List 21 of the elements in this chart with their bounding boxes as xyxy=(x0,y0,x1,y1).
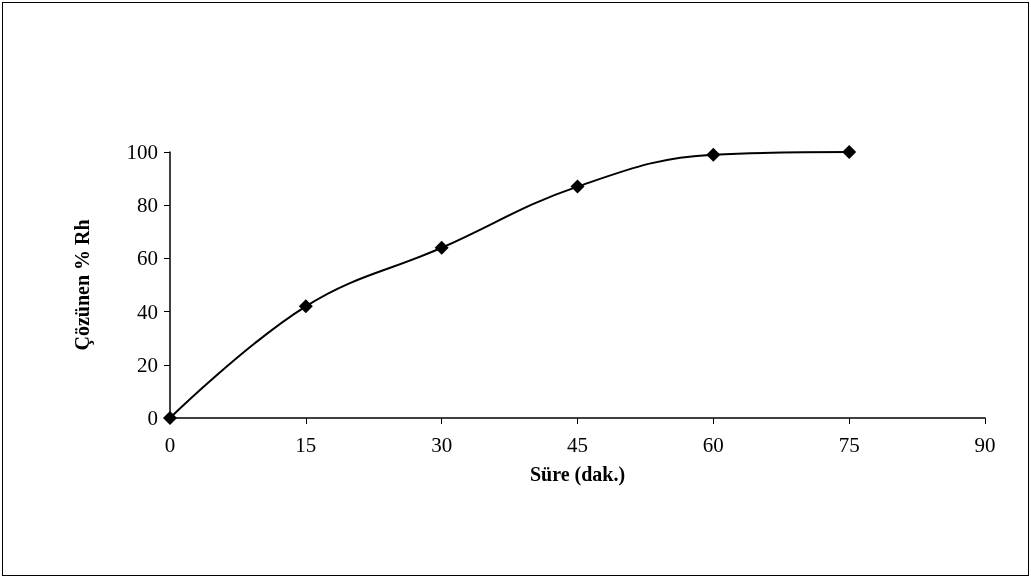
y-axis-title: Çözünen % Rh xyxy=(71,219,94,351)
x-tick-label: 15 xyxy=(295,432,317,457)
x-tick-label: 90 xyxy=(974,432,996,457)
y-tick-label: 40 xyxy=(137,299,158,324)
point xyxy=(842,145,857,159)
point xyxy=(298,299,313,314)
y-tick-label: 0 xyxy=(147,406,158,430)
y-tick-label: 20 xyxy=(137,352,158,377)
x-tick-label: 0 xyxy=(164,432,176,457)
point xyxy=(706,147,721,162)
point xyxy=(163,411,177,425)
y-tick-label: 80 xyxy=(137,193,158,218)
x-tick-label: 45 xyxy=(567,432,588,457)
x-tick-label: 75 xyxy=(838,432,860,457)
x-tick-label: 60 xyxy=(702,432,724,457)
x-axis-title: Süre (dak.) xyxy=(529,463,626,486)
point xyxy=(570,179,585,194)
y-tick-label: 60 xyxy=(137,246,158,271)
point xyxy=(434,240,449,255)
y-tick-label: 100 xyxy=(126,140,158,164)
x-tick-label: 30 xyxy=(431,432,453,457)
